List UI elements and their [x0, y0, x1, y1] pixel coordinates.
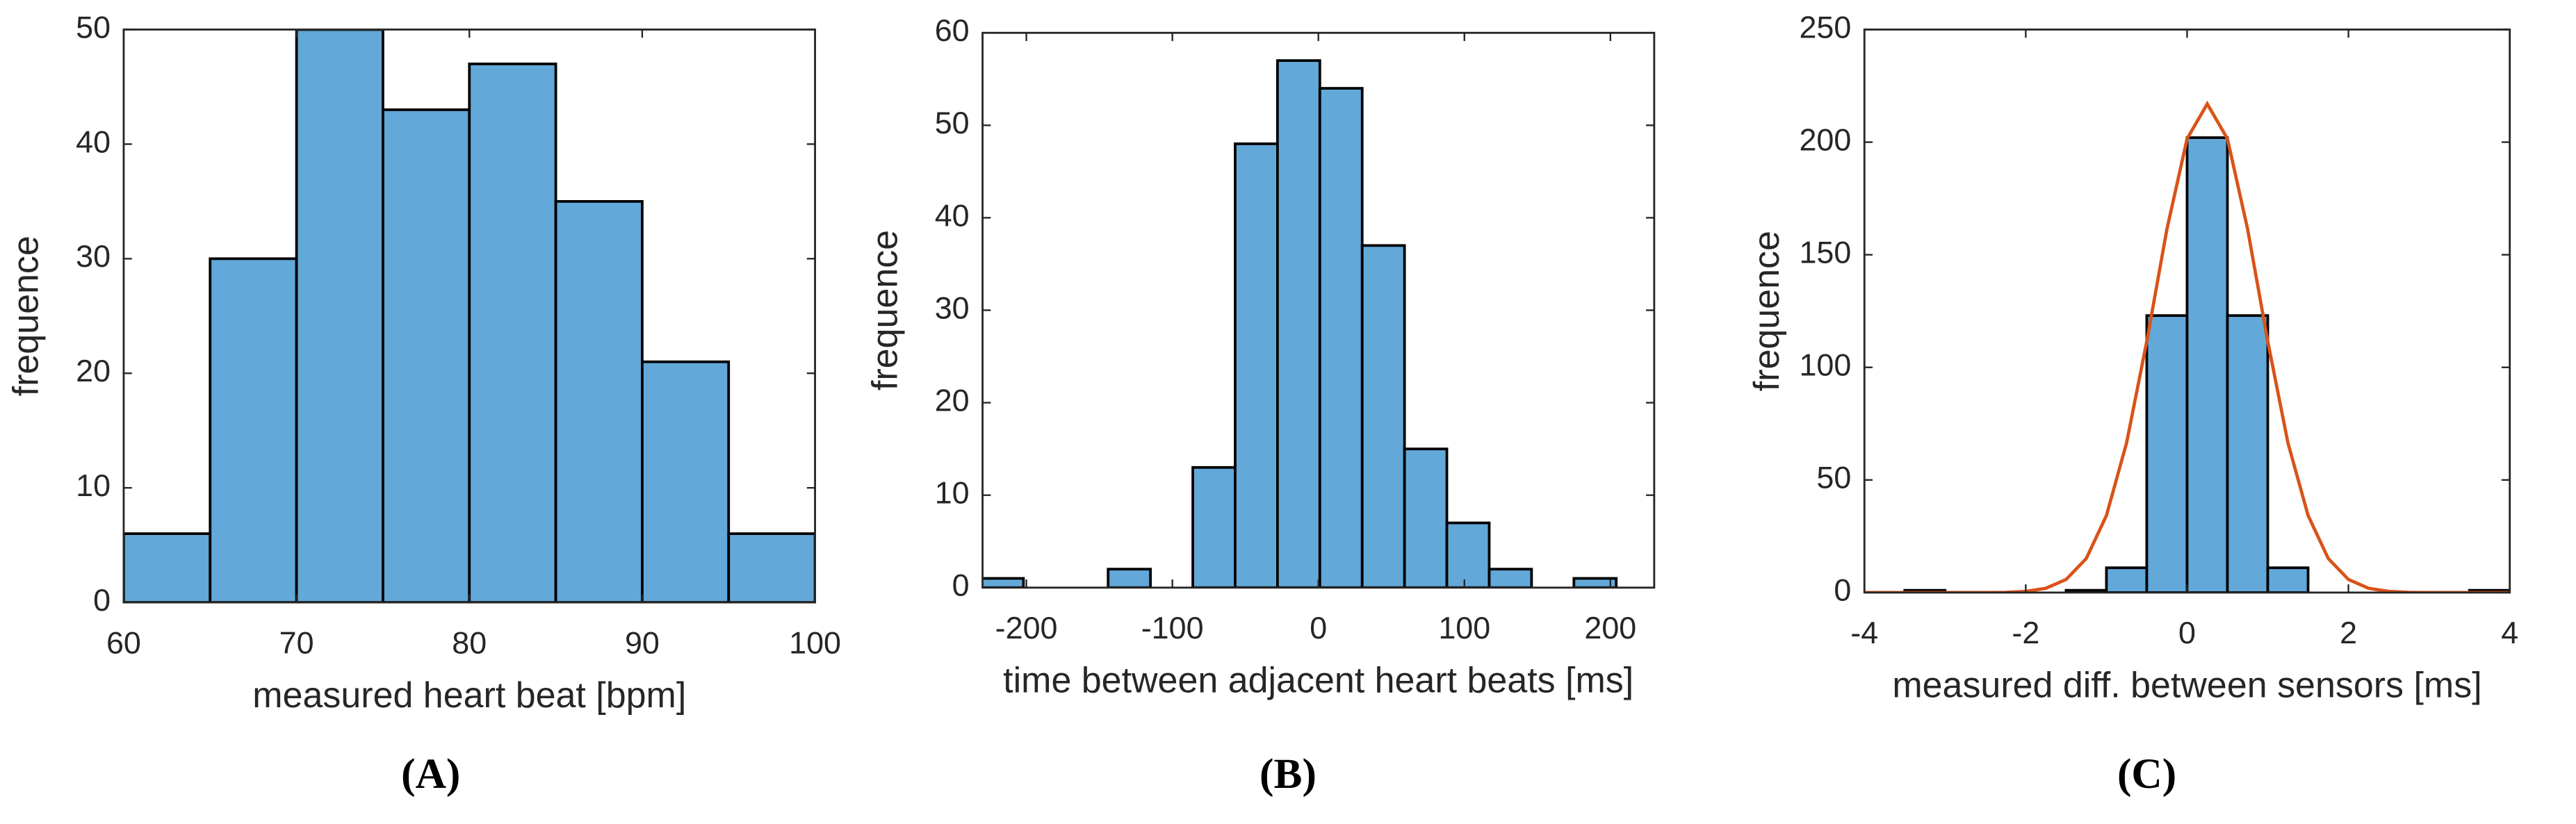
histogram-panel: -4 -2 0 2 4 0 50 100 150 200 250 measured diff. bet… — [1747, 9, 2518, 798]
histogram-bar — [1318, 87, 1364, 588]
x-tick-label: -100 — [1141, 610, 1204, 645]
y-tick-label: 0 — [1834, 572, 1851, 608]
y-tick-label: 60 — [935, 13, 970, 48]
x-axis-label: measured diff. between sensors [ms] — [1892, 666, 2481, 706]
y-tick-label: 0 — [952, 568, 970, 603]
x-tick-label: -4 — [1850, 615, 1878, 650]
y-axis-label: frequence — [6, 236, 47, 396]
y-tick-label: 50 — [935, 105, 970, 140]
histogram-bar — [382, 108, 471, 603]
y-tick-label: 0 — [93, 582, 111, 618]
x-tick-label: 2 — [2340, 615, 2357, 650]
histogram-bar — [1191, 465, 1237, 588]
histogram-bar — [1572, 577, 1618, 588]
histogram-bar — [2185, 136, 2229, 593]
panel-caption: (C) — [2117, 750, 2176, 798]
histogram-bar — [982, 577, 1025, 588]
y-axis-label: frequence — [1747, 231, 1787, 391]
y-tick-label: 40 — [935, 197, 970, 233]
x-tick-label: 100 — [789, 625, 841, 660]
histogram-panel: -200 -100 0 100 200 0 10 20 30 40 50 60 time between… — [865, 13, 1656, 798]
y-tick-label: 30 — [935, 290, 970, 325]
histogram-bar — [209, 257, 298, 603]
histogram-bar — [1445, 521, 1491, 588]
histogram-bar — [641, 360, 731, 603]
x-tick-label: 70 — [279, 625, 314, 660]
histogram-bar — [1275, 59, 1321, 588]
histogram-bar — [2105, 566, 2149, 593]
histogram-bar — [1234, 142, 1279, 588]
y-tick-label: 50 — [76, 9, 111, 44]
histogram-bar — [295, 29, 384, 603]
y-tick-label: 10 — [76, 468, 111, 503]
histogram-bar — [2145, 314, 2189, 593]
y-tick-label: 50 — [1816, 460, 1851, 495]
x-tick-label: 0 — [2178, 615, 2196, 650]
x-tick-label: 4 — [2501, 615, 2518, 650]
x-axis-label: time between adjacent heart beats [ms] — [1003, 661, 1633, 701]
histogram-bar — [1360, 244, 1406, 588]
y-tick-label: 20 — [935, 382, 970, 418]
x-tick-label: 200 — [1584, 610, 1636, 645]
y-tick-label: 150 — [1799, 235, 1851, 270]
panel-caption: (A) — [401, 750, 460, 798]
histogram-bar — [468, 63, 557, 603]
y-tick-label: 10 — [935, 475, 970, 511]
y-tick-label: 200 — [1799, 122, 1851, 157]
y-tick-label: 40 — [76, 124, 111, 159]
histogram-bar — [1107, 568, 1152, 588]
x-tick-label: 90 — [625, 625, 660, 660]
histogram-bar — [1487, 568, 1533, 588]
panel-caption: (B) — [1260, 750, 1316, 798]
histogram-bar — [123, 532, 212, 603]
x-tick-label: 100 — [1438, 610, 1490, 645]
x-tick-label: 80 — [452, 625, 487, 660]
x-axis-label: measured heart beat [bpm] — [252, 675, 686, 716]
histogram-panel: 60 70 80 90 100 0 10 20 30 40 50 measured heart bea… — [6, 9, 841, 798]
histogram-bar — [2226, 314, 2269, 593]
y-axis-label: frequence — [865, 230, 905, 390]
x-tick-label: 60 — [106, 625, 141, 660]
y-tick-label: 20 — [76, 353, 111, 388]
histogram-bar — [727, 532, 815, 603]
x-tick-label: 0 — [1310, 610, 1327, 645]
x-tick-label: -2 — [2012, 615, 2039, 650]
histogram-bar — [554, 199, 644, 603]
histogram-bar — [2266, 566, 2310, 593]
y-tick-label: 100 — [1799, 347, 1851, 383]
histogram-bar — [1403, 447, 1449, 588]
y-tick-label: 250 — [1799, 9, 1851, 44]
x-tick-label: -200 — [995, 610, 1058, 645]
y-tick-label: 30 — [76, 238, 111, 274]
